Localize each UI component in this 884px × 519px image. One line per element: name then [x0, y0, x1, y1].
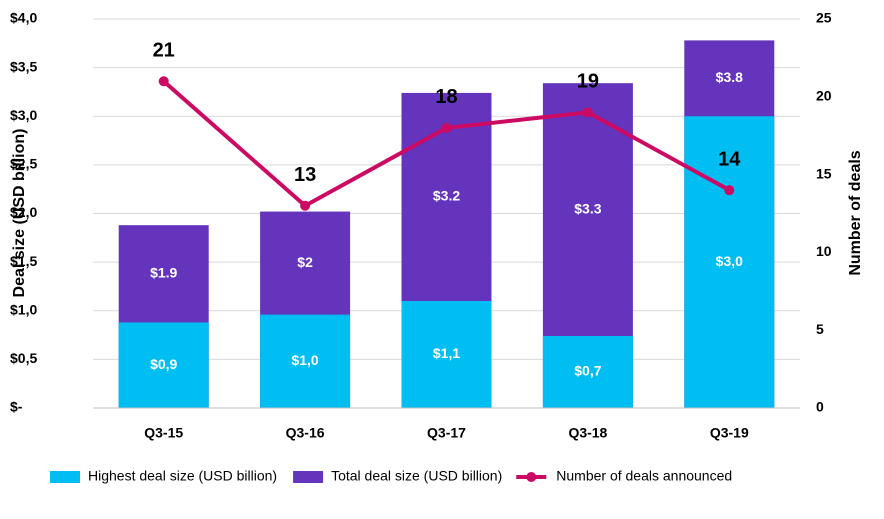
line-value-label: 19: [577, 71, 599, 93]
y-tick-label: $2,0: [10, 204, 37, 220]
x-tick-label: Q3-18: [568, 425, 607, 441]
y-tick-label: $2,5: [10, 156, 37, 172]
line-point: [441, 122, 452, 133]
y-tick-label: $3,0: [10, 107, 37, 123]
line-point: [582, 107, 593, 118]
bar-value-label: $1.9: [150, 264, 177, 280]
line-point: [300, 200, 311, 211]
y2-axis-title: Number of deals: [847, 150, 864, 275]
bar-value-label: $3.8: [716, 69, 743, 85]
line-point: [158, 76, 169, 87]
y-axis-title: Deal size (USD billion): [11, 129, 28, 298]
y-tick-label: $3,5: [10, 58, 37, 74]
bar: [684, 116, 775, 408]
bar-value-label: $2: [297, 254, 313, 270]
bar: [401, 301, 492, 408]
y2-tick-label: 5: [816, 321, 824, 337]
bar-value-label: $3.2: [433, 188, 460, 204]
line-value-label: 13: [294, 164, 316, 186]
legend-swatch: [526, 472, 537, 482]
y-tick-label: $0,5: [10, 350, 37, 366]
bar-value-label: $3.3: [574, 200, 601, 216]
y-tick-label: $1,0: [10, 301, 37, 317]
x-tick-label: Q3-17: [427, 425, 466, 441]
line-value-label: 18: [435, 86, 457, 108]
line-point: [724, 185, 735, 196]
legend-swatch: [50, 471, 80, 483]
bar-value-label: $1,1: [433, 345, 460, 361]
y2-tick-label: 0: [816, 399, 824, 415]
y2-tick-label: 25: [816, 10, 832, 26]
bar-value-label: $0,9: [150, 356, 177, 372]
y2-tick-label: 15: [816, 165, 832, 181]
bar: [542, 336, 633, 408]
x-tick-label: Q3-16: [286, 425, 325, 441]
line-value-label: 21: [153, 40, 175, 62]
bar: [118, 322, 209, 408]
legend-label: Highest deal size (USD billion): [88, 468, 277, 484]
legend-swatch: [293, 471, 324, 483]
bar-value-label: $1,0: [291, 352, 318, 368]
legend-label: Total deal size (USD billion): [331, 468, 502, 484]
bar: [260, 314, 351, 408]
bar-value-label: $3,0: [716, 253, 743, 269]
line-value-label: 14: [718, 148, 741, 170]
y2-tick-label: 20: [816, 88, 832, 104]
y-tick-label: $-: [10, 399, 23, 415]
bar-value-label: $0,7: [574, 363, 601, 379]
x-tick-label: Q3-15: [144, 425, 183, 441]
y-tick-label: $4,0: [10, 10, 37, 26]
y2-tick-label: 10: [816, 243, 832, 259]
legend-label: Number of deals announced: [556, 468, 732, 484]
x-tick-label: Q3-19: [710, 425, 749, 441]
y-tick-label: $1,5: [10, 253, 37, 269]
